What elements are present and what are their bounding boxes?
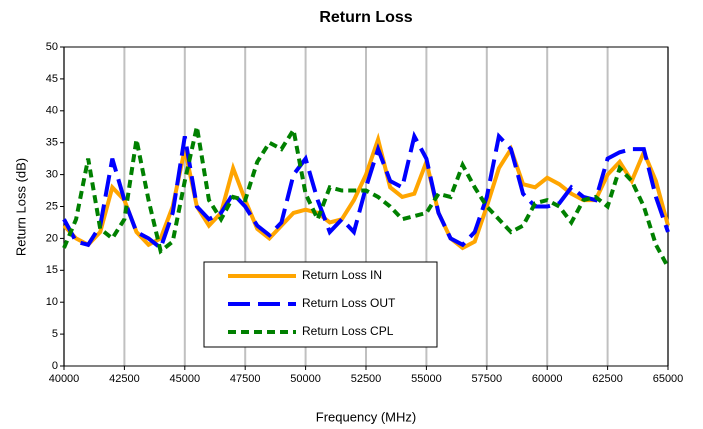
x-tick-label: 45000 [170,373,201,385]
y-tick-label: 5 [52,328,58,340]
x-tick-label: 62500 [592,373,623,385]
y-tick-label: 10 [46,296,58,308]
y-tick-label: 25 [46,200,58,212]
series-line [62,124,670,269]
y-tick-label: 15 [46,264,58,276]
x-tick-label: 47500 [230,373,261,385]
x-tick-label: 57500 [472,373,503,385]
chart-title: Return Loss [319,9,412,26]
x-tick-label: 52500 [351,373,382,385]
x-tick-label: 60000 [532,373,563,385]
y-tick-label: 45 [46,73,58,85]
x-tick-label: 65000 [653,373,684,385]
y-tick-label: 20 [46,232,58,244]
y-tick-label: 0 [52,360,58,372]
x-axis-title: Frequency (MHz) [316,409,416,424]
x-tick-label: 50000 [290,373,321,385]
legend-label: Return Loss CPL [302,324,394,338]
x-tick-label: 42500 [109,373,140,385]
x-tick-label: 40000 [49,373,80,385]
y-tick-label: 35 [46,137,58,149]
legend-label: Return Loss IN [302,268,382,282]
x-tick-label: 55000 [411,373,442,385]
y-axis-title: Return Loss (dB) [13,158,28,256]
legend-label: Return Loss OUT [302,296,396,310]
y-tick-label: 40 [46,105,58,117]
series-line [62,130,670,252]
y-tick-label: 30 [46,169,58,181]
y-tick-label: 50 [46,41,58,53]
plot-frame [63,46,669,367]
